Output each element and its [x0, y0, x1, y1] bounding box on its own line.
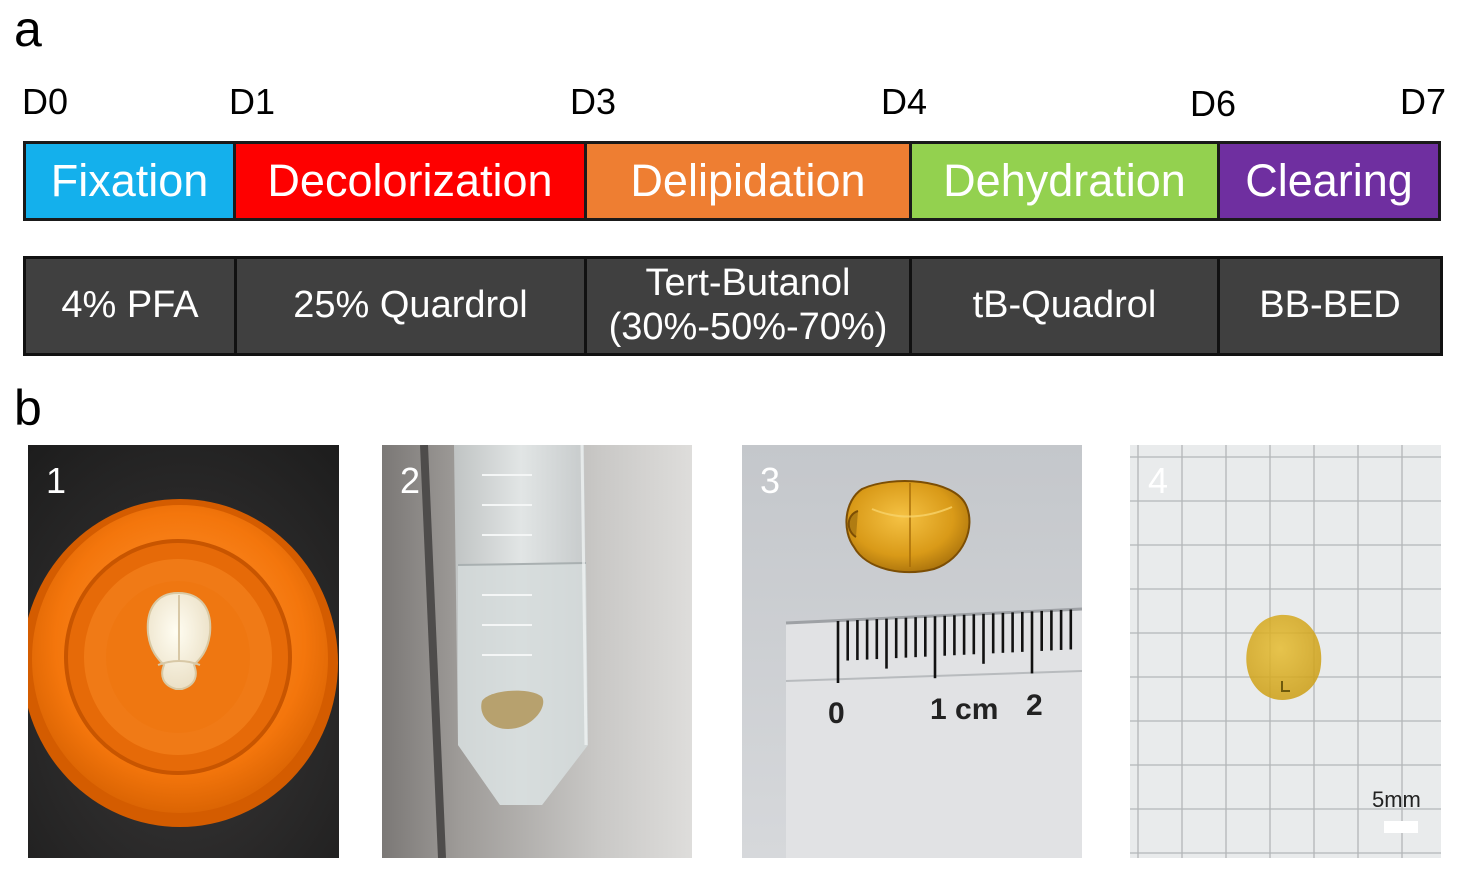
day-label-d6: D6 — [1190, 83, 1237, 124]
day-label-d3: D3 — [570, 81, 617, 122]
photo-3-delipidated-brain: 0 1 cm 2 3 — [742, 445, 1082, 858]
reagent-text: Tert-Butanol — [645, 262, 851, 305]
scale-bar-label: 5mm — [1372, 787, 1421, 812]
reagent-text: BB-BED — [1259, 284, 1401, 327]
stage-decolorization: Decolorization — [233, 141, 587, 221]
reagent-clearing: BB-BED — [1217, 256, 1443, 356]
reagent-text-secondary: (30%-50%-70%) — [608, 306, 888, 348]
photo-4-number: 4 — [1148, 460, 1169, 501]
reagent-text: 4% PFA — [61, 284, 199, 327]
photo-1-number: 1 — [46, 460, 67, 501]
photo-4-cleared-brain: 5mm 4 — [1130, 445, 1441, 858]
ruler-label-2: 2 — [1026, 689, 1043, 722]
panel-b-label: b — [14, 380, 42, 436]
ruler-label-0: 0 — [828, 697, 845, 730]
stage-delipidation: Delipidation — [584, 141, 912, 221]
reagent-decolorization: 25% Quardrol — [234, 256, 587, 356]
day-label-d4: D4 — [881, 81, 928, 122]
day-label-d7: D7 — [1400, 81, 1447, 122]
stage-fixation: Fixation — [23, 141, 236, 221]
photo-2-decolorized-brain: 2 — [382, 445, 692, 858]
photo-2-number: 2 — [400, 460, 421, 501]
day-label-d1: D1 — [229, 81, 276, 122]
stage-clearing: Clearing — [1217, 141, 1441, 221]
reagent-delipidation: Tert-Butanol (30%-50%-70%) — [584, 256, 912, 356]
photo-3-image: 0 1 cm 2 — [742, 445, 1082, 858]
photo-2-image — [382, 445, 692, 858]
panel-a-label: a — [14, 1, 42, 57]
reagent-dehydration: tB-Quadrol — [909, 256, 1220, 356]
photo-1-fixed-brain: 1 — [28, 445, 339, 858]
photo-4-image: 5mm — [1130, 445, 1441, 858]
photo-3-number: 3 — [760, 460, 781, 501]
reagent-fixation: 4% PFA — [23, 256, 237, 356]
photo-1-image — [28, 445, 339, 858]
reagent-text: tB-Quadrol — [972, 284, 1157, 327]
day-label-d0: D0 — [22, 81, 69, 122]
reagent-text: 25% Quardrol — [293, 284, 528, 327]
scale-bar — [1384, 821, 1418, 833]
stage-dehydration: Dehydration — [909, 141, 1220, 221]
ruler-label-1cm: 1 cm — [930, 693, 998, 726]
